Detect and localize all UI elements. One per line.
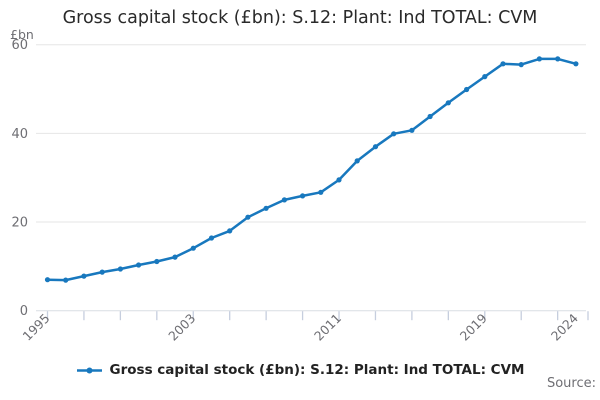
data-point[interactable]	[44, 277, 51, 283]
data-point[interactable]	[208, 235, 215, 241]
data-point[interactable]	[99, 269, 105, 275]
y-axis-unit-label: £bn	[10, 27, 34, 42]
data-point[interactable]	[391, 131, 397, 137]
data-point[interactable]	[500, 61, 506, 67]
data-point[interactable]	[336, 177, 342, 183]
data-line	[46, 57, 578, 282]
data-point[interactable]	[245, 214, 251, 220]
data-point[interactable]	[318, 189, 324, 195]
data-point[interactable]	[136, 262, 142, 268]
data-point[interactable]	[63, 277, 69, 283]
data-point[interactable]	[409, 127, 415, 133]
data-point[interactable]	[354, 158, 360, 164]
data-point[interactable]	[427, 113, 433, 120]
data-point[interactable]	[154, 258, 160, 265]
data-point[interactable]	[482, 74, 488, 80]
legend: Gross capital stock (£bn): S.12: Plant: …	[0, 362, 600, 378]
source-label: Source:	[546, 376, 596, 391]
data-point[interactable]	[172, 254, 178, 260]
data-point[interactable]	[281, 197, 287, 203]
legend-label: Gross capital stock (£bn): S.12: Plant: …	[109, 362, 525, 378]
y-tick-label: 20	[11, 216, 28, 231]
data-point[interactable]	[464, 86, 470, 93]
data-point[interactable]	[445, 100, 451, 106]
y-tick-label: 60	[11, 38, 28, 53]
data-point[interactable]	[300, 193, 306, 199]
legend-line-marker-icon	[76, 367, 102, 373]
data-point[interactable]	[190, 245, 196, 251]
x-tick-label: 2024	[548, 310, 581, 343]
data-point[interactable]	[227, 228, 233, 234]
data-point[interactable]	[372, 144, 379, 150]
data-point[interactable]	[518, 62, 524, 68]
y-tick-label: 0	[20, 304, 28, 319]
y-tick-label: 40	[11, 127, 28, 142]
chart-title: Gross capital stock (£bn): S.12: Plant: …	[62, 8, 538, 28]
data-point[interactable]	[573, 61, 579, 67]
data-point[interactable]	[536, 56, 543, 62]
data-point[interactable]	[555, 56, 561, 62]
data-point[interactable]	[117, 266, 123, 272]
data-point[interactable]	[81, 273, 87, 279]
data-point[interactable]	[263, 205, 269, 211]
